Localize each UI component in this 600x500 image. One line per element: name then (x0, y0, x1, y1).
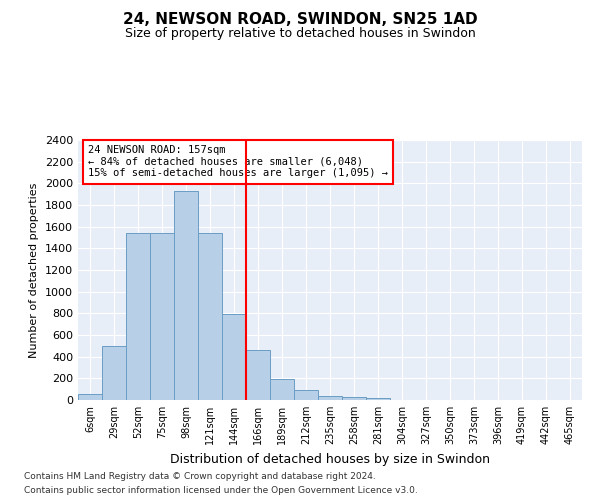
Text: 24 NEWSON ROAD: 157sqm
← 84% of detached houses are smaller (6,048)
15% of semi-: 24 NEWSON ROAD: 157sqm ← 84% of detached… (88, 145, 388, 178)
X-axis label: Distribution of detached houses by size in Swindon: Distribution of detached houses by size … (170, 452, 490, 466)
Bar (150, 233, 174, 400)
Bar (318, 396, 342, 400)
Y-axis label: Number of detached properties: Number of detached properties (29, 182, 40, 358)
Text: Contains HM Land Registry data © Crown copyright and database right 2024.: Contains HM Land Registry data © Crown c… (24, 472, 376, 481)
Bar (270, 380, 294, 400)
Bar (246, 350, 270, 400)
Text: Contains public sector information licensed under the Open Government Licence v3: Contains public sector information licen… (24, 486, 418, 495)
Bar (366, 398, 390, 400)
Bar (174, 191, 198, 400)
Bar (78, 394, 102, 400)
Text: 24, NEWSON ROAD, SWINDON, SN25 1AD: 24, NEWSON ROAD, SWINDON, SN25 1AD (122, 12, 478, 28)
Bar (126, 233, 150, 400)
Bar (198, 233, 222, 400)
Bar (294, 390, 318, 400)
Bar (342, 397, 366, 400)
Bar (222, 314, 246, 400)
Bar (102, 346, 126, 400)
Text: Size of property relative to detached houses in Swindon: Size of property relative to detached ho… (125, 28, 475, 40)
